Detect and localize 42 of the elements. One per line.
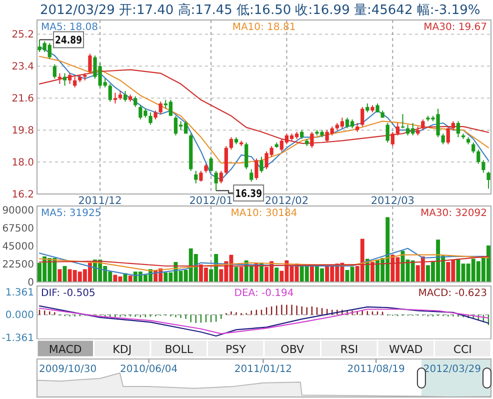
y-tick-label: 23.4 [12,62,34,73]
x-tick-label: 2012/02 [264,195,309,207]
x-tick-label: 2012/01 [189,195,233,207]
annotation: 24.89 [55,34,88,47]
chart-title: 2012/03/29 开:17.40 高:17.45 低:16.50 收:16.99 量:45642 幅:-3.19% [40,2,480,18]
category-label: MACD [48,343,82,356]
text: MA10: 30184 [230,208,298,219]
x-tick-label: 2012/03 [370,195,414,207]
category-label: WVAD [389,343,423,356]
x-tick-label: 2011/01/12 [234,364,292,375]
y-tick-label: 16.2 [12,190,34,200]
x-tick-label: 2011/08/19 [347,364,405,375]
y-tick-label: 1.361 [5,288,34,299]
y-tick-label: 25.2 [12,30,34,41]
series-label: MA5: 18.08 [41,22,98,33]
y-tick-label: 18.0 [12,158,34,169]
y-tick-label: 0 [28,278,34,288]
x-tick-label: 2010/06/04 [120,364,178,375]
category-label: PSY [225,343,246,356]
x-tick-label: 2012/03/29 [423,364,481,375]
text: MA30: 19.67 [424,22,487,33]
y-tick-label: 21.6 [12,94,34,105]
y-tick-label: 19.8 [12,126,34,137]
x-tick-label: 2011/12 [78,195,122,207]
category-label: CCI [453,343,472,356]
text: DEA: -0.194 [234,288,294,299]
text: MA30: 32092 [420,208,487,219]
y-tick-label: 0.000 [5,310,34,322]
series-label: DIF: -0.505 [41,288,96,299]
category-label: OBV [280,343,305,356]
category-label: KDJ [112,343,132,356]
y-tick-label: 90000 [2,206,34,216]
category-label: RSI [340,343,358,356]
y-tick-label: 45000 [2,242,34,252]
y-tick-label: 22500 [2,260,34,270]
text: MA5: 31925 [41,208,102,219]
y-tick-label: 67500 [2,224,34,234]
series-label: MACD: -0.623 [418,288,487,299]
x-tick-label: 2009/10/30 [39,364,97,375]
text: MA10: 18.81 [232,22,296,33]
y-tick-label: -1.361 [2,332,34,344]
category-label: BOLL [164,343,194,356]
